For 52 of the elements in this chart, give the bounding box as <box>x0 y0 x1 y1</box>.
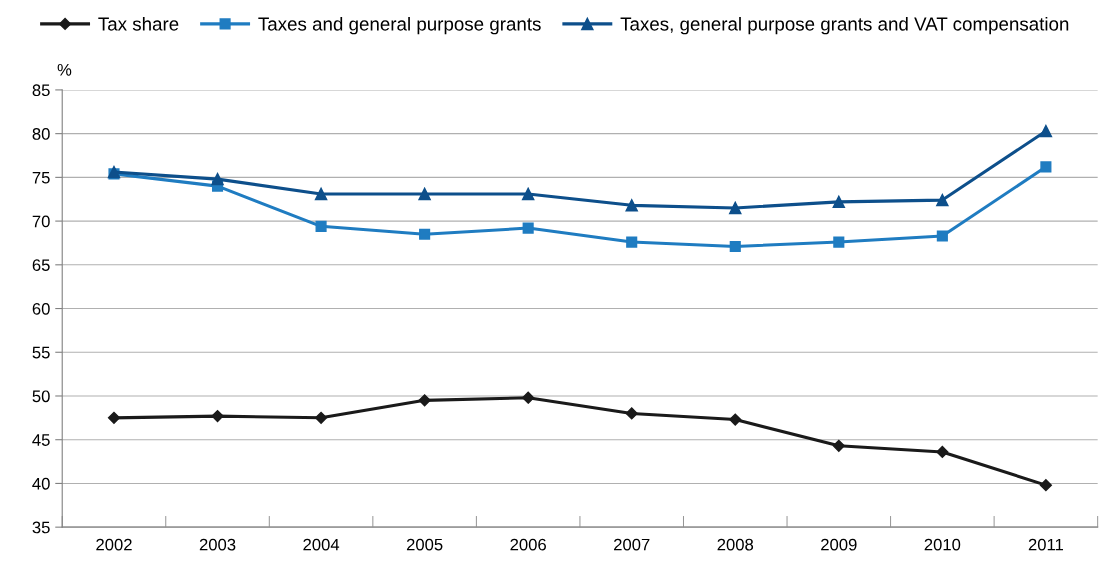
point <box>521 187 535 201</box>
point <box>211 172 224 186</box>
x-tick-label: 2008 <box>717 538 754 551</box>
point <box>314 411 328 424</box>
point <box>625 199 638 212</box>
point <box>832 439 845 452</box>
y-tick-label: 75 <box>32 171 50 184</box>
point <box>315 220 327 232</box>
x-tick-label: 2010 <box>924 538 961 551</box>
legend-label: Taxes, general purpose grants and VAT compensation <box>620 16 1069 35</box>
point <box>936 445 949 459</box>
point <box>522 222 534 234</box>
y-tick-label: 65 <box>32 259 50 272</box>
legend-label: Taxes and general purpose grants <box>258 16 541 35</box>
x-tick-label: 2004 <box>303 538 340 551</box>
x-tick-label: 2005 <box>406 538 443 551</box>
point <box>833 236 845 248</box>
point <box>418 187 431 201</box>
point <box>936 230 948 242</box>
x-tick-label: 2007 <box>614 538 650 551</box>
y-tick-label: 55 <box>32 346 50 359</box>
point <box>1039 124 1053 138</box>
point <box>419 228 431 240</box>
x-tick-label: 2009 <box>821 538 857 551</box>
y-tick-label: 40 <box>32 477 50 490</box>
point <box>522 391 535 404</box>
point <box>729 201 742 215</box>
y-tick-label: 80 <box>32 128 50 140</box>
point <box>418 394 431 407</box>
point <box>1039 479 1052 492</box>
x-tick-label: 2011 <box>1028 538 1064 551</box>
point <box>211 410 224 423</box>
point <box>832 195 846 209</box>
y-tick-label: 45 <box>32 434 50 446</box>
x-tick-label: 2003 <box>199 538 236 551</box>
y-tick-label: 50 <box>32 390 50 403</box>
point <box>936 193 949 207</box>
y-tick-label: 85 <box>32 84 50 97</box>
point <box>625 407 638 420</box>
x-tick-label: 2006 <box>510 538 546 551</box>
legend-label: Tax share <box>98 16 179 31</box>
point <box>1040 161 1052 173</box>
y-tick-label: 70 <box>32 215 50 228</box>
point <box>729 240 741 253</box>
point <box>314 187 328 201</box>
y-axis-title: % <box>57 63 72 76</box>
point <box>729 413 742 426</box>
y-tick-label: 35 <box>32 521 50 534</box>
point <box>107 411 121 424</box>
y-tick-label: 60 <box>32 302 50 315</box>
point <box>626 236 638 248</box>
x-tick-label: 2002 <box>96 538 132 551</box>
